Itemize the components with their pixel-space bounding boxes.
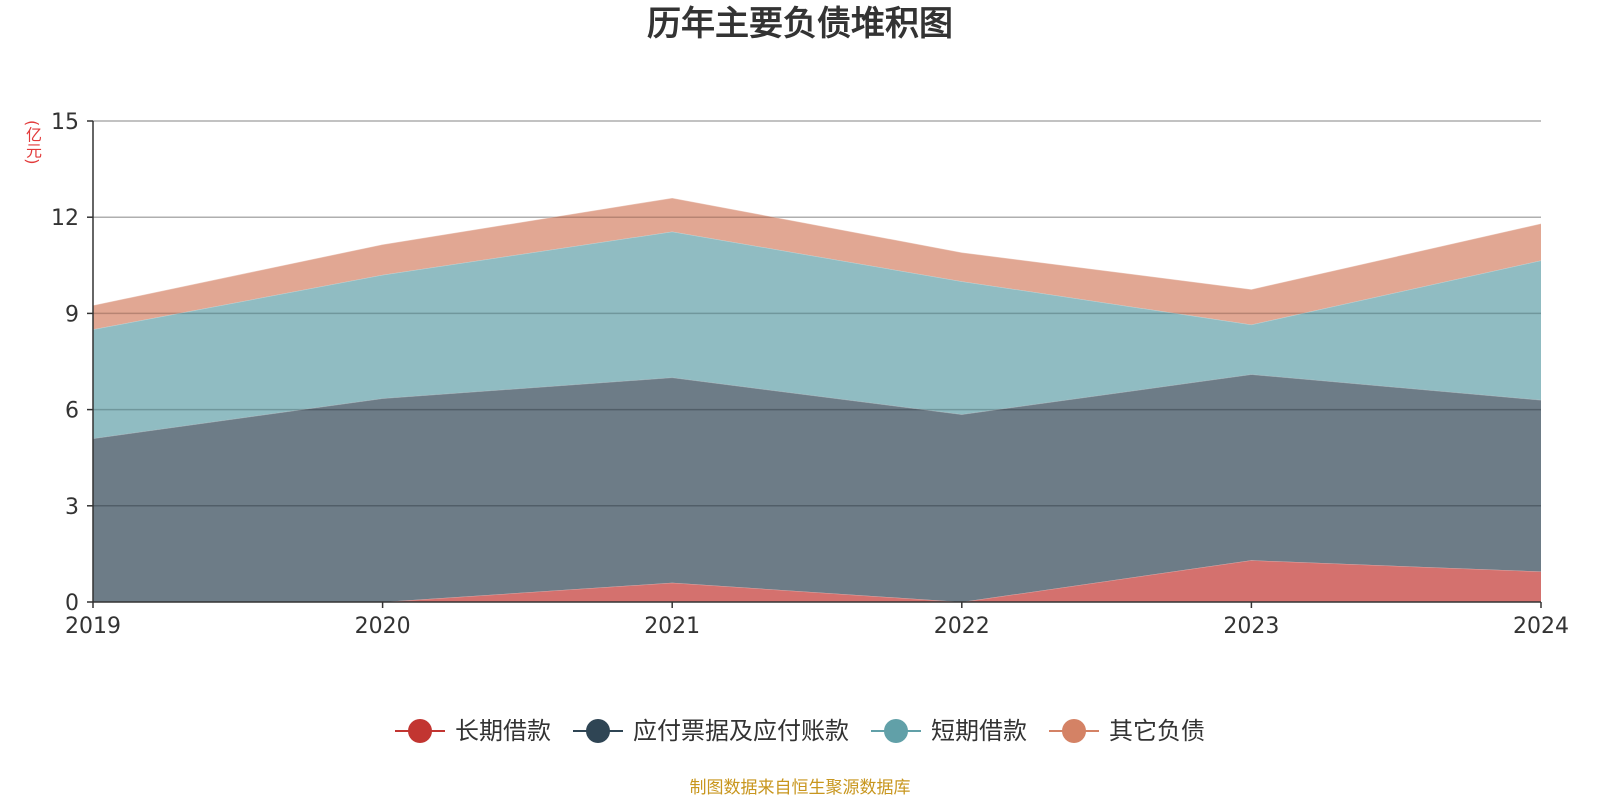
legend-label: 其它负债: [1109, 717, 1205, 745]
source-note: 制图数据来自恒生聚源数据库: [689, 778, 911, 798]
x-tick-label-2024: 2024: [1513, 614, 1569, 639]
stacked-area-chart: 0 3 6 9 12 15 2019 2020 2021 2022 2023 2024: [51, 110, 1569, 639]
legend-item-2[interactable]: 短期借款: [871, 716, 1027, 746]
area-series-3: [93, 197, 1541, 330]
series-areas: [92, 197, 1542, 603]
grid-overlay: [93, 120, 1541, 507]
y-tick-label-0: 0: [65, 591, 79, 616]
legend-marker-icon: [395, 719, 445, 743]
area-series-0: [93, 560, 1541, 602]
legend: 长期借款 应付票据及应付账款 短期借款 其它负债: [0, 716, 1600, 746]
legend-item-3[interactable]: 其它负债: [1049, 716, 1205, 746]
y-tick-label-12: 12: [51, 206, 79, 231]
x-tick-label-2022: 2022: [934, 614, 990, 639]
legend-label: 短期借款: [931, 717, 1027, 745]
legend-marker-icon: [573, 719, 623, 743]
y-tick-label-9: 9: [65, 302, 79, 327]
y-axis-unit-label: (亿元): [23, 120, 42, 165]
chart-title: 历年主要负债堆积图: [647, 4, 953, 44]
x-tick-label-2023: 2023: [1223, 614, 1279, 639]
x-tick-label-2021: 2021: [644, 614, 700, 639]
area-edge-3: [92, 197, 1542, 306]
axes: 0 3 6 9 12 15 2019 2020 2021 2022 2023 2024: [51, 110, 1569, 639]
legend-item-1[interactable]: 应付票据及应付账款: [573, 716, 849, 746]
legend-marker-icon: [1049, 719, 1099, 743]
legend-item-0[interactable]: 长期借款: [395, 716, 551, 746]
area-series-1: [93, 374, 1541, 602]
legend-label: 长期借款: [455, 717, 551, 745]
y-tick-label-15: 15: [51, 110, 79, 135]
legend-marker-icon: [871, 719, 921, 743]
legend-label: 应付票据及应付账款: [633, 717, 849, 745]
y-tick-label-3: 3: [65, 495, 79, 520]
x-tick-label-2019: 2019: [65, 614, 121, 639]
y-tick-label-6: 6: [65, 399, 79, 424]
area-series-2: [93, 231, 1541, 439]
x-tick-label-2020: 2020: [355, 614, 411, 639]
